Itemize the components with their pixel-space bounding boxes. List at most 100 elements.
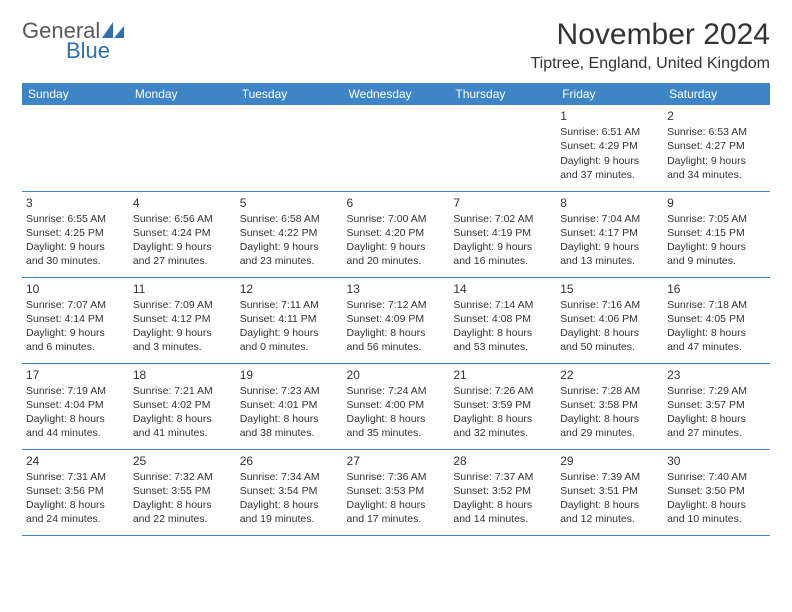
day-number: 10 xyxy=(26,281,125,297)
sunrise-text: Sunrise: 7:36 AM xyxy=(347,470,446,484)
sunset-text: Sunset: 4:27 PM xyxy=(667,139,766,153)
sunset-text: Sunset: 4:24 PM xyxy=(133,226,232,240)
calendar-day-cell: 16Sunrise: 7:18 AMSunset: 4:05 PMDayligh… xyxy=(663,277,770,363)
calendar-day-cell: 30Sunrise: 7:40 AMSunset: 3:50 PMDayligh… xyxy=(663,449,770,535)
daylight-text: Daylight: 8 hours and 41 minutes. xyxy=(133,412,232,440)
sunset-text: Sunset: 3:54 PM xyxy=(240,484,339,498)
calendar-day-cell: 23Sunrise: 7:29 AMSunset: 3:57 PMDayligh… xyxy=(663,363,770,449)
sunset-text: Sunset: 4:29 PM xyxy=(560,139,659,153)
calendar-day-cell: 24Sunrise: 7:31 AMSunset: 3:56 PMDayligh… xyxy=(22,449,129,535)
sunset-text: Sunset: 4:15 PM xyxy=(667,226,766,240)
weekday-header: Monday xyxy=(129,83,236,105)
sunset-text: Sunset: 4:22 PM xyxy=(240,226,339,240)
sunrise-text: Sunrise: 7:21 AM xyxy=(133,384,232,398)
daylight-text: Daylight: 8 hours and 47 minutes. xyxy=(667,326,766,354)
day-number: 9 xyxy=(667,195,766,211)
calendar-day-cell xyxy=(236,105,343,191)
sunrise-text: Sunrise: 7:24 AM xyxy=(347,384,446,398)
calendar-week-row: 24Sunrise: 7:31 AMSunset: 3:56 PMDayligh… xyxy=(22,449,770,535)
sunset-text: Sunset: 4:09 PM xyxy=(347,312,446,326)
calendar-day-cell: 6Sunrise: 7:00 AMSunset: 4:20 PMDaylight… xyxy=(343,191,450,277)
calendar-day-cell: 19Sunrise: 7:23 AMSunset: 4:01 PMDayligh… xyxy=(236,363,343,449)
sunrise-text: Sunrise: 7:09 AM xyxy=(133,298,232,312)
calendar-day-cell: 8Sunrise: 7:04 AMSunset: 4:17 PMDaylight… xyxy=(556,191,663,277)
weekday-header: Friday xyxy=(556,83,663,105)
sunset-text: Sunset: 4:08 PM xyxy=(453,312,552,326)
sunrise-text: Sunrise: 7:31 AM xyxy=(26,470,125,484)
sunrise-text: Sunrise: 7:16 AM xyxy=(560,298,659,312)
daylight-text: Daylight: 8 hours and 44 minutes. xyxy=(26,412,125,440)
sunrise-text: Sunrise: 7:12 AM xyxy=(347,298,446,312)
weekday-header: Saturday xyxy=(663,83,770,105)
calendar-day-cell: 1Sunrise: 6:51 AMSunset: 4:29 PMDaylight… xyxy=(556,105,663,191)
calendar-week-row: 17Sunrise: 7:19 AMSunset: 4:04 PMDayligh… xyxy=(22,363,770,449)
day-number: 22 xyxy=(560,367,659,383)
daylight-text: Daylight: 9 hours and 27 minutes. xyxy=(133,240,232,268)
day-number: 17 xyxy=(26,367,125,383)
calendar-day-cell: 7Sunrise: 7:02 AMSunset: 4:19 PMDaylight… xyxy=(449,191,556,277)
sunrise-text: Sunrise: 7:26 AM xyxy=(453,384,552,398)
day-number: 11 xyxy=(133,281,232,297)
daylight-text: Daylight: 9 hours and 0 minutes. xyxy=(240,326,339,354)
daylight-text: Daylight: 9 hours and 23 minutes. xyxy=(240,240,339,268)
daylight-text: Daylight: 8 hours and 29 minutes. xyxy=(560,412,659,440)
sunset-text: Sunset: 3:57 PM xyxy=(667,398,766,412)
sunset-text: Sunset: 3:56 PM xyxy=(26,484,125,498)
day-number: 1 xyxy=(560,108,659,124)
daylight-text: Daylight: 8 hours and 53 minutes. xyxy=(453,326,552,354)
title-block: November 2024 Tiptree, England, United K… xyxy=(530,18,770,73)
daylight-text: Daylight: 8 hours and 12 minutes. xyxy=(560,498,659,526)
sunset-text: Sunset: 3:52 PM xyxy=(453,484,552,498)
day-number: 16 xyxy=(667,281,766,297)
weekday-header: Thursday xyxy=(449,83,556,105)
sunset-text: Sunset: 4:11 PM xyxy=(240,312,339,326)
sunrise-text: Sunrise: 7:04 AM xyxy=(560,212,659,226)
daylight-text: Daylight: 8 hours and 35 minutes. xyxy=(347,412,446,440)
weekday-header: Tuesday xyxy=(236,83,343,105)
daylight-text: Daylight: 8 hours and 56 minutes. xyxy=(347,326,446,354)
sunrise-text: Sunrise: 7:28 AM xyxy=(560,384,659,398)
calendar-day-cell: 9Sunrise: 7:05 AMSunset: 4:15 PMDaylight… xyxy=(663,191,770,277)
calendar-day-cell: 27Sunrise: 7:36 AMSunset: 3:53 PMDayligh… xyxy=(343,449,450,535)
sunset-text: Sunset: 3:53 PM xyxy=(347,484,446,498)
calendar-day-cell: 25Sunrise: 7:32 AMSunset: 3:55 PMDayligh… xyxy=(129,449,236,535)
daylight-text: Daylight: 8 hours and 32 minutes. xyxy=(453,412,552,440)
day-number: 12 xyxy=(240,281,339,297)
calendar-day-cell: 2Sunrise: 6:53 AMSunset: 4:27 PMDaylight… xyxy=(663,105,770,191)
sunset-text: Sunset: 4:06 PM xyxy=(560,312,659,326)
calendar-week-row: 1Sunrise: 6:51 AMSunset: 4:29 PMDaylight… xyxy=(22,105,770,191)
calendar-day-cell: 17Sunrise: 7:19 AMSunset: 4:04 PMDayligh… xyxy=(22,363,129,449)
sunset-text: Sunset: 3:55 PM xyxy=(133,484,232,498)
sunrise-text: Sunrise: 7:11 AM xyxy=(240,298,339,312)
header-row: General Blue November 2024 Tiptree, Engl… xyxy=(22,18,770,73)
daylight-text: Daylight: 9 hours and 34 minutes. xyxy=(667,154,766,182)
weekday-header: Wednesday xyxy=(343,83,450,105)
calendar-day-cell: 12Sunrise: 7:11 AMSunset: 4:11 PMDayligh… xyxy=(236,277,343,363)
calendar-day-cell: 21Sunrise: 7:26 AMSunset: 3:59 PMDayligh… xyxy=(449,363,556,449)
sunset-text: Sunset: 4:12 PM xyxy=(133,312,232,326)
weekday-header: Sunday xyxy=(22,83,129,105)
calendar-day-cell: 22Sunrise: 7:28 AMSunset: 3:58 PMDayligh… xyxy=(556,363,663,449)
logo: General Blue xyxy=(22,18,124,70)
sunset-text: Sunset: 3:59 PM xyxy=(453,398,552,412)
sunset-text: Sunset: 4:20 PM xyxy=(347,226,446,240)
location-text: Tiptree, England, United Kingdom xyxy=(530,55,770,73)
daylight-text: Daylight: 9 hours and 6 minutes. xyxy=(26,326,125,354)
day-number: 23 xyxy=(667,367,766,383)
calendar-day-cell xyxy=(449,105,556,191)
sunrise-text: Sunrise: 7:39 AM xyxy=(560,470,659,484)
daylight-text: Daylight: 9 hours and 37 minutes. xyxy=(560,154,659,182)
sunrise-text: Sunrise: 7:32 AM xyxy=(133,470,232,484)
sunrise-text: Sunrise: 7:37 AM xyxy=(453,470,552,484)
daylight-text: Daylight: 8 hours and 50 minutes. xyxy=(560,326,659,354)
daylight-text: Daylight: 9 hours and 30 minutes. xyxy=(26,240,125,268)
sunset-text: Sunset: 4:17 PM xyxy=(560,226,659,240)
day-number: 30 xyxy=(667,453,766,469)
day-number: 3 xyxy=(26,195,125,211)
month-title: November 2024 xyxy=(530,18,770,51)
calendar-page: General Blue November 2024 Tiptree, Engl… xyxy=(0,0,792,612)
sunrise-text: Sunrise: 6:56 AM xyxy=(133,212,232,226)
calendar-day-cell: 15Sunrise: 7:16 AMSunset: 4:06 PMDayligh… xyxy=(556,277,663,363)
calendar-day-cell: 10Sunrise: 7:07 AMSunset: 4:14 PMDayligh… xyxy=(22,277,129,363)
calendar-day-cell xyxy=(343,105,450,191)
